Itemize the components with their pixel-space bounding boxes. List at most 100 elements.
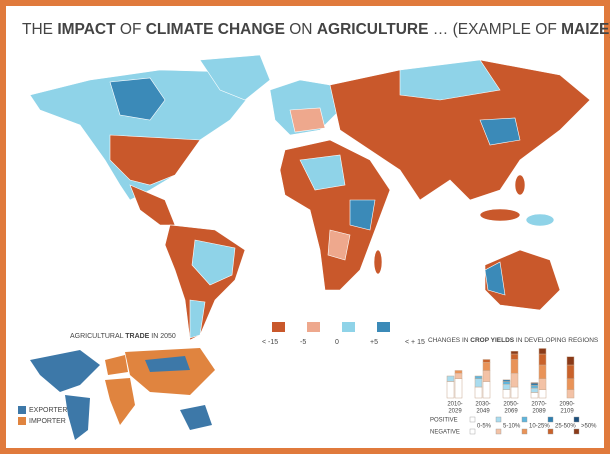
category-label: 2089	[532, 409, 546, 415]
yield-segment	[482, 362, 491, 371]
yield-segment	[502, 381, 511, 385]
bin-label: >50%	[581, 424, 597, 430]
bin-label: 25-50%	[555, 424, 576, 430]
yield-segment	[502, 379, 511, 382]
title-part: ON	[285, 21, 317, 38]
title-part: IMPACT	[57, 21, 116, 38]
yield-segment	[530, 392, 539, 399]
bin-swatch	[547, 428, 554, 435]
legend-swatch	[307, 322, 320, 332]
yield-segment	[510, 373, 519, 388]
usa	[109, 134, 201, 186]
yield-segment	[482, 359, 491, 363]
trade-russia	[145, 356, 190, 372]
title-part: … (EXAMPLE OF	[428, 21, 561, 38]
trade-eu	[105, 355, 128, 375]
trade-label: IMPORTER	[29, 418, 66, 425]
siberia	[399, 59, 501, 101]
trade-label: EXPORTER	[29, 407, 67, 414]
yield-segment	[510, 386, 519, 399]
yield-segment	[538, 389, 547, 399]
africa	[279, 139, 391, 291]
title-part: THE	[22, 21, 57, 38]
title-part: AGRICULTURAL	[70, 333, 125, 340]
category-label: 2090-	[559, 402, 574, 408]
category-label: 2030-	[475, 402, 490, 408]
yield-segment	[482, 370, 491, 382]
sahel	[299, 154, 346, 191]
row-label: POSITIVE	[430, 418, 458, 424]
title-part: OF	[116, 21, 146, 38]
title-part: IN DEVELOPING REGIONS	[514, 337, 599, 344]
yield-segment	[538, 378, 547, 390]
yield-segment	[566, 364, 575, 379]
greenland	[199, 54, 271, 101]
trade-sa	[65, 395, 90, 440]
central-africa	[327, 229, 351, 261]
bin-swatch	[573, 416, 580, 423]
category-label: 2029	[448, 409, 462, 415]
yields-chart: 2010-2029 2030-2049 2050-2069 2070-2089 2090…	[430, 348, 597, 436]
australia-west	[484, 261, 506, 296]
bin-swatch	[521, 428, 528, 435]
category-label: 2069	[504, 409, 518, 415]
yield-segment	[566, 356, 575, 366]
legend-swatch	[272, 322, 285, 332]
indonesia	[479, 208, 521, 222]
yield-segment	[538, 353, 547, 366]
title-part: MAIZE	[561, 21, 609, 38]
yield-segment	[566, 378, 575, 390]
category-label: 2050-	[503, 402, 518, 408]
yield-segment	[510, 353, 519, 360]
legend-label: -5	[300, 339, 306, 346]
category-label: 2010-	[447, 402, 462, 408]
category-label: 2109	[560, 409, 574, 415]
trade-na	[30, 350, 100, 392]
yield-segment	[474, 386, 483, 399]
title-part: IN 2050	[149, 333, 176, 340]
brazil	[191, 239, 236, 286]
bin-swatch	[469, 428, 476, 435]
yield-segment	[454, 370, 463, 374]
philippines	[514, 174, 526, 196]
bin-label: 5-10%	[503, 424, 521, 430]
yield-segment	[510, 351, 519, 355]
title: THE IMPACT OF CLIMATE CHANGE ON AGRICULT…	[22, 21, 610, 38]
yield-segment	[538, 364, 547, 379]
argentina-south	[189, 299, 206, 339]
yield-segment	[482, 381, 491, 399]
title-part: AGRICULTURE	[317, 21, 429, 38]
legend-label: 0	[335, 339, 339, 346]
china-north	[479, 117, 521, 146]
yield-segment	[566, 389, 575, 399]
yield-segment	[454, 373, 463, 379]
trade-australia	[180, 405, 212, 430]
title-part: CROP YIELDS	[470, 337, 514, 344]
new-guinea	[525, 213, 555, 227]
yield-segment	[530, 385, 539, 389]
legend-label: +5	[370, 339, 378, 346]
yield-segment	[446, 381, 455, 399]
row-label: NEGATIVE	[430, 430, 460, 436]
yield-segment	[530, 382, 539, 384]
category-label: 2049	[476, 409, 490, 415]
map-legend: < -15 -5 0 +5 < + 15	[262, 322, 425, 346]
bin-swatch	[495, 416, 502, 423]
europe-south	[289, 107, 326, 133]
title-part: TRADE	[125, 333, 149, 340]
canada-region	[109, 77, 166, 121]
yield-segment	[474, 375, 483, 379]
bin-swatch	[573, 428, 580, 435]
yields-title: CHANGES IN CROP YIELDS IN DEVELOPING REG…	[428, 337, 599, 344]
category-label: 2070-	[531, 402, 546, 408]
bin-swatch	[547, 416, 554, 423]
yield-segment	[502, 389, 511, 399]
asia	[329, 59, 591, 201]
title-part: CLIMATE CHANGE	[146, 21, 285, 38]
legend-label: < -15	[262, 339, 278, 346]
trade-africa	[105, 378, 135, 425]
yield-segment	[446, 375, 455, 382]
bin-label: 0-5%	[477, 424, 492, 430]
trade-swatch	[18, 417, 26, 425]
